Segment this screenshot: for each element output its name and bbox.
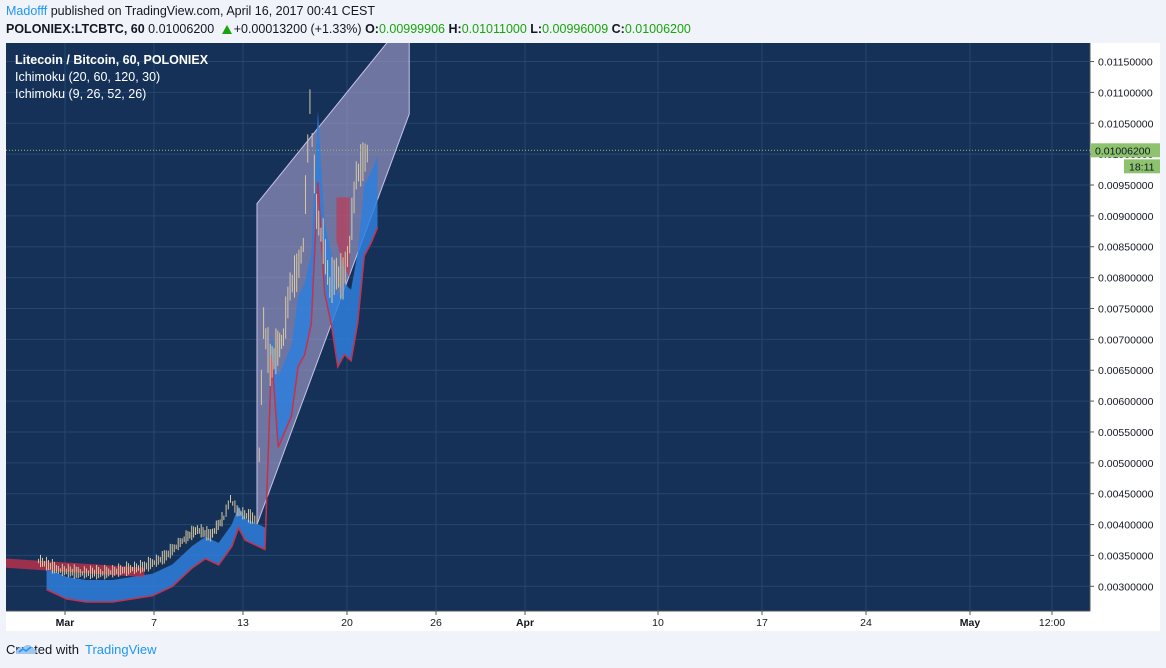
tradingview-link[interactable]: TradingView	[84, 642, 157, 657]
x-tick-label: 13	[237, 617, 249, 629]
ichimoku-kijun-line	[46, 181, 379, 603]
x-tick-label: 17	[756, 617, 768, 629]
publish-line: Madofff published on TradingView.com, Ap…	[6, 4, 375, 18]
ohlc-bar: POLONIEX:LTCBTC, 60 0.01006200 +0.000132…	[6, 22, 691, 36]
price-chart[interactable]: 0.00300000 0.00350000 0.00400000 0.00450000…	[6, 43, 1160, 631]
low-label: L:	[530, 22, 543, 36]
y-tick-label: 0.00600000	[1098, 396, 1154, 408]
low-value: 0.00996009	[542, 22, 609, 36]
tradingview-logo-icon	[16, 645, 36, 654]
y-tick-label: 0.00900000	[1098, 211, 1154, 223]
time-axis	[6, 611, 1160, 631]
last-price-label: 0.01006200	[1095, 145, 1151, 157]
y-tick-label: 0.01100000	[1098, 87, 1153, 99]
y-tick-label: 0.00800000	[1098, 273, 1154, 285]
y-tick-label: 0.00750000	[1098, 303, 1154, 315]
x-tick-label: 10	[652, 617, 664, 629]
close-label: C:	[611, 22, 625, 36]
high-label: H:	[448, 22, 462, 36]
chart-area[interactable]: 0.00300000 0.00350000 0.00400000 0.00450000…	[6, 43, 1160, 631]
high-value: 0.01011000	[461, 22, 527, 36]
x-tick-label: Mar	[56, 617, 75, 629]
price-axis	[1090, 43, 1160, 631]
author-link[interactable]: Madofff	[6, 4, 48, 18]
y-tick-label: 0.00550000	[1098, 427, 1154, 439]
x-tick-label: 26	[430, 617, 442, 629]
y-tick-label: 0.00500000	[1098, 458, 1154, 470]
open-value: 0.00999906	[378, 22, 445, 36]
y-tick-label: 0.00950000	[1098, 180, 1154, 192]
legend-title: Litecoin / Bitcoin, 60, POLONIEX	[15, 53, 209, 67]
y-tick-label: 0.00400000	[1098, 520, 1154, 532]
y-tick-label: 0.00850000	[1098, 242, 1154, 254]
x-tick-label: Apr	[516, 617, 534, 629]
legend-indicator-2[interactable]: Ichimoku (9, 26, 52, 26)	[15, 87, 147, 101]
footer: Created with TradingView	[6, 642, 157, 657]
countdown-label: 18:11	[1129, 161, 1155, 173]
x-tick-label: 24	[860, 617, 872, 629]
legend-indicator-1[interactable]: Ichimoku (20, 60, 120, 30)	[15, 70, 161, 84]
ichimoku-cloud-bearish	[336, 197, 350, 278]
last-price-badge	[1091, 143, 1160, 158]
y-tick-label: 0.00450000	[1098, 489, 1154, 501]
y-tick-label: 0.01050000	[1098, 118, 1154, 130]
close-value: 0.01006200	[624, 22, 691, 36]
y-tick-label: 0.00350000	[1098, 550, 1154, 562]
y-tick-label: 0.00700000	[1098, 334, 1154, 346]
publish-text: published on TradingView.com, April 16, …	[50, 4, 376, 18]
last-price: 0.01006200	[148, 22, 215, 36]
y-tick-label: 0.00300000	[1098, 581, 1154, 593]
y-tick-label: 0.00650000	[1098, 365, 1154, 377]
x-tick-label: May	[960, 617, 981, 629]
up-arrow-icon	[221, 25, 232, 34]
symbol-label: POLONIEX:LTCBTC, 60	[6, 22, 145, 36]
x-tick-label: 12:00	[1039, 617, 1065, 629]
countdown-badge	[1124, 159, 1160, 174]
price-change: +0.00013200 (+1.33%)	[233, 22, 362, 36]
y-tick-label: 0.01150000	[1098, 57, 1153, 69]
x-tick-label: 20	[341, 617, 353, 629]
open-label: O:	[365, 22, 379, 36]
chart-legend: Litecoin / Bitcoin, 60, POLONIEX Ichimok…	[15, 52, 208, 103]
x-tick-label: 7	[151, 617, 157, 629]
plot-background	[6, 43, 1090, 611]
